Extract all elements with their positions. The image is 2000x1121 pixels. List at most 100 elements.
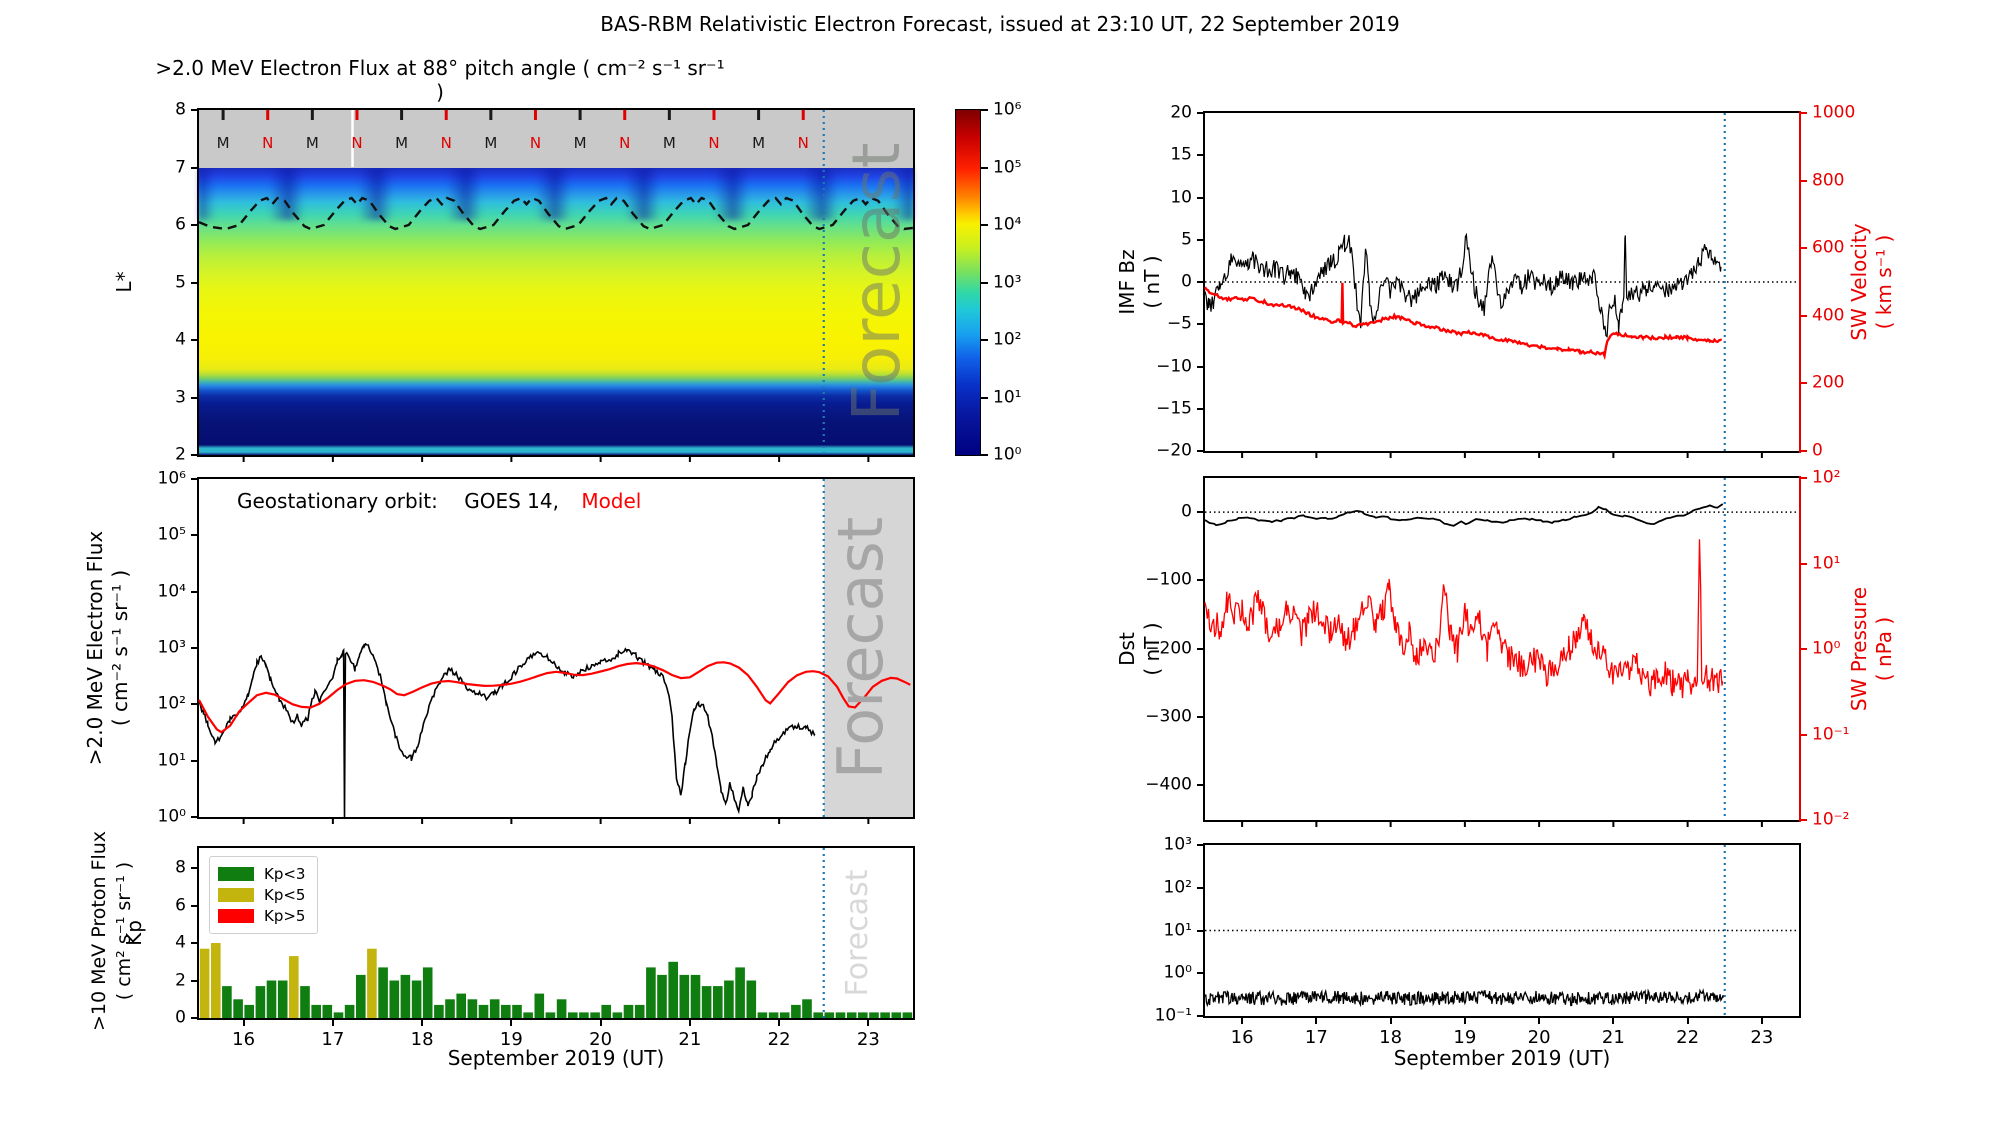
tick-mark	[1799, 247, 1807, 250]
tick-label: −400	[1145, 774, 1192, 795]
tick-mark	[980, 396, 988, 399]
tick-label: 4	[175, 329, 186, 350]
tick-label: 10²	[157, 693, 186, 714]
tick-mark	[191, 1017, 199, 1019]
tick-label: 4	[175, 932, 186, 953]
tick-label: 10⁶	[157, 468, 186, 489]
tick-mark	[1799, 733, 1807, 736]
tick-mark	[191, 109, 199, 111]
tick-label: 10⁶	[993, 99, 1022, 120]
tick-mark	[191, 454, 199, 456]
dst-pressure-panel	[1203, 476, 1801, 827]
tick-mark	[1799, 450, 1807, 452]
tick-mark	[1197, 579, 1205, 582]
tick-mark	[1538, 1016, 1541, 1024]
tick-mark	[980, 224, 988, 226]
legend-prefix: Geostationary orbit:	[237, 489, 438, 513]
sw-pressure-ylabel-line1: SW Pressure	[1847, 586, 1871, 712]
tick-mark	[1799, 819, 1807, 821]
spectrogram-heatmap-streaks	[199, 167, 913, 220]
tick-mark	[191, 942, 199, 944]
sw-velocity-ylabel-line1: SW Velocity	[1847, 223, 1871, 341]
tick-label: 10⁻²	[1812, 809, 1850, 830]
tick-mark	[191, 396, 199, 399]
kp-legend-label: Kp>5	[264, 907, 306, 925]
tick-label: 19	[499, 1029, 523, 1050]
tick-mark	[1197, 647, 1205, 650]
tick-mark	[1799, 112, 1807, 114]
forecast-shaded-region	[824, 479, 913, 817]
tick-mark	[1197, 323, 1205, 326]
proton-flux-ylabel: >10 MeV Proton Flux ( cm² s⁻¹ sr⁻¹ )	[87, 741, 137, 1121]
imf-sw-plot	[1204, 113, 1799, 458]
kp-legend-swatch	[218, 909, 254, 923]
local-time-mark-label: N	[351, 134, 362, 152]
tick-label: 600	[1812, 237, 1845, 258]
imf-bz-ylabel-line2: ( nT )	[1140, 255, 1164, 309]
tick-mark	[191, 904, 199, 907]
tick-label: 10⁴	[993, 214, 1022, 235]
dst-y-axis: 0 −100 −200 −300 −400	[1145, 502, 1205, 795]
dst-pressure-plot	[1204, 478, 1799, 827]
spectrogram-header-band	[199, 110, 913, 168]
tick-mark	[331, 1018, 334, 1026]
tick-label: 20	[589, 1029, 613, 1050]
tick-mark	[1197, 715, 1205, 718]
tick-mark	[1197, 929, 1205, 932]
tick-label: 10⁰	[1812, 638, 1841, 659]
tick-mark	[1799, 382, 1807, 385]
kp-panel: Kp<3 Kp<5 Kp>5 Forecast	[197, 846, 915, 1020]
proton-flux-ylabel-line1: >10 MeV Proton Flux	[88, 830, 110, 1032]
local-time-mark-label: M	[574, 134, 587, 152]
tick-mark	[980, 281, 988, 284]
tick-label: 10¹	[993, 387, 1022, 408]
kp-legend-swatch	[218, 867, 254, 881]
tick-label: 5	[1181, 229, 1192, 250]
local-time-mark-label: M	[217, 134, 230, 152]
tick-mark	[980, 454, 988, 456]
tick-label: 10¹	[157, 750, 186, 771]
tick-mark	[1197, 844, 1205, 846]
tick-label: −15	[1156, 398, 1192, 419]
tick-label: 17	[1304, 1027, 1328, 1048]
imf-bz-ylabel-line1: IMF Bz	[1115, 249, 1139, 315]
tick-label: 18	[1379, 1027, 1403, 1048]
tick-mark	[191, 339, 199, 341]
tick-mark	[191, 224, 199, 226]
tick-mark	[1197, 972, 1205, 975]
tick-label: 7	[175, 157, 186, 178]
colorbar-gradient	[955, 109, 981, 456]
tick-label: 10³	[993, 272, 1022, 293]
legend-observed: GOES 14,	[464, 489, 559, 513]
tick-label: 10⁴	[157, 581, 186, 602]
tick-mark	[421, 1018, 424, 1026]
tick-label: 6	[175, 214, 186, 235]
colorbar-axis: 10⁶ 10⁵ 10⁴ 10³ 10² 10¹ 10⁰	[980, 100, 1021, 465]
tick-label: 17	[321, 1029, 345, 1050]
electron-flux-panel: Geostationary orbit: GOES 14, Model Fore…	[197, 477, 915, 824]
tick-label: −100	[1145, 569, 1192, 590]
tick-mark	[1799, 562, 1807, 565]
tick-label: 8	[175, 857, 186, 878]
tick-mark	[1799, 179, 1807, 182]
tick-mark	[867, 1018, 870, 1026]
tick-mark	[980, 339, 988, 341]
local-time-mark-label: N	[619, 134, 630, 152]
tick-label: 6	[175, 895, 186, 916]
imf-bz-y-axis: 20 15 10 5 0 −5 −10 −15 −20	[1156, 103, 1205, 461]
tick-label: 0	[175, 1007, 186, 1028]
tick-mark	[510, 1018, 513, 1026]
figure-title: BAS-RBM Relativistic Electron Forecast, …	[600, 12, 1400, 36]
sw-velocity-ylabel-line2: ( km s⁻¹ )	[1872, 234, 1896, 330]
tick-label: 10²	[1812, 467, 1841, 488]
tick-label: 20	[1170, 102, 1192, 123]
spectrogram-ylabel: L*	[112, 271, 136, 293]
tick-mark	[599, 1018, 602, 1026]
local-time-mark-label: N	[708, 134, 719, 152]
kp-legend-label: Kp<5	[264, 886, 306, 904]
tick-label: 22	[1676, 1027, 1700, 1048]
tick-mark	[191, 166, 199, 169]
tick-mark	[1197, 784, 1205, 786]
tick-mark	[1463, 1016, 1466, 1024]
